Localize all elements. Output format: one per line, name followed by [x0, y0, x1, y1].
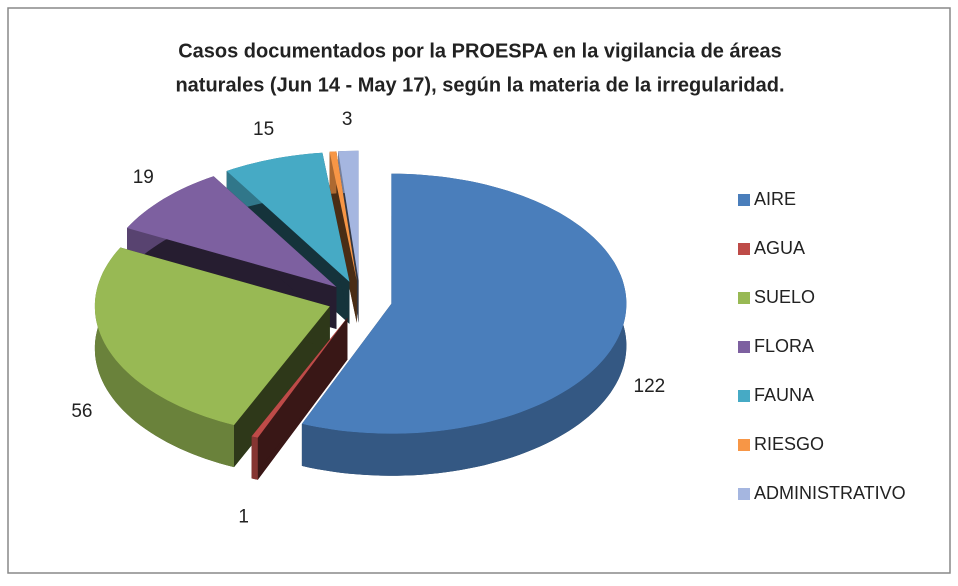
data-label: 56: [71, 401, 92, 422]
legend-swatch: [738, 243, 750, 255]
data-label: 19: [133, 167, 154, 188]
legend-label: AIRE: [754, 189, 796, 209]
data-label: 122: [634, 376, 666, 397]
slice: [338, 150, 359, 281]
data-label: 3: [342, 109, 353, 130]
slice-side: [329, 151, 357, 323]
data-label: 1: [238, 506, 249, 527]
slice-wall: [251, 436, 258, 480]
chart-subtitle: naturales (Jun 14 - May 17), según la ma…: [175, 74, 784, 96]
legend-swatch: [738, 341, 750, 353]
slice-wall: [94, 247, 235, 468]
legend-label: AGUA: [754, 238, 805, 258]
chart-title: Casos documentados por la PROESPA en la …: [178, 40, 782, 62]
slice: [251, 317, 348, 438]
legend-label: ADMINISTRATIVO: [754, 483, 906, 503]
slice-side: [251, 317, 348, 479]
legend-swatch: [738, 194, 750, 206]
legend-label: RIESGO: [754, 434, 824, 454]
slice-wall: [301, 173, 627, 476]
slice: [94, 247, 330, 426]
slice: [226, 152, 350, 282]
legend-label: FAUNA: [754, 385, 814, 405]
legend-swatch: [738, 439, 750, 451]
legend-swatch: [738, 292, 750, 304]
legend-label: FLORA: [754, 336, 814, 356]
legend-swatch: [738, 488, 750, 500]
slice: [127, 176, 337, 287]
data-label: 15: [253, 119, 274, 140]
slice-side: [234, 306, 330, 468]
slice: [301, 173, 627, 434]
legend-swatch: [738, 390, 750, 402]
slice: [329, 151, 357, 281]
legend-label: SUELO: [754, 287, 815, 307]
